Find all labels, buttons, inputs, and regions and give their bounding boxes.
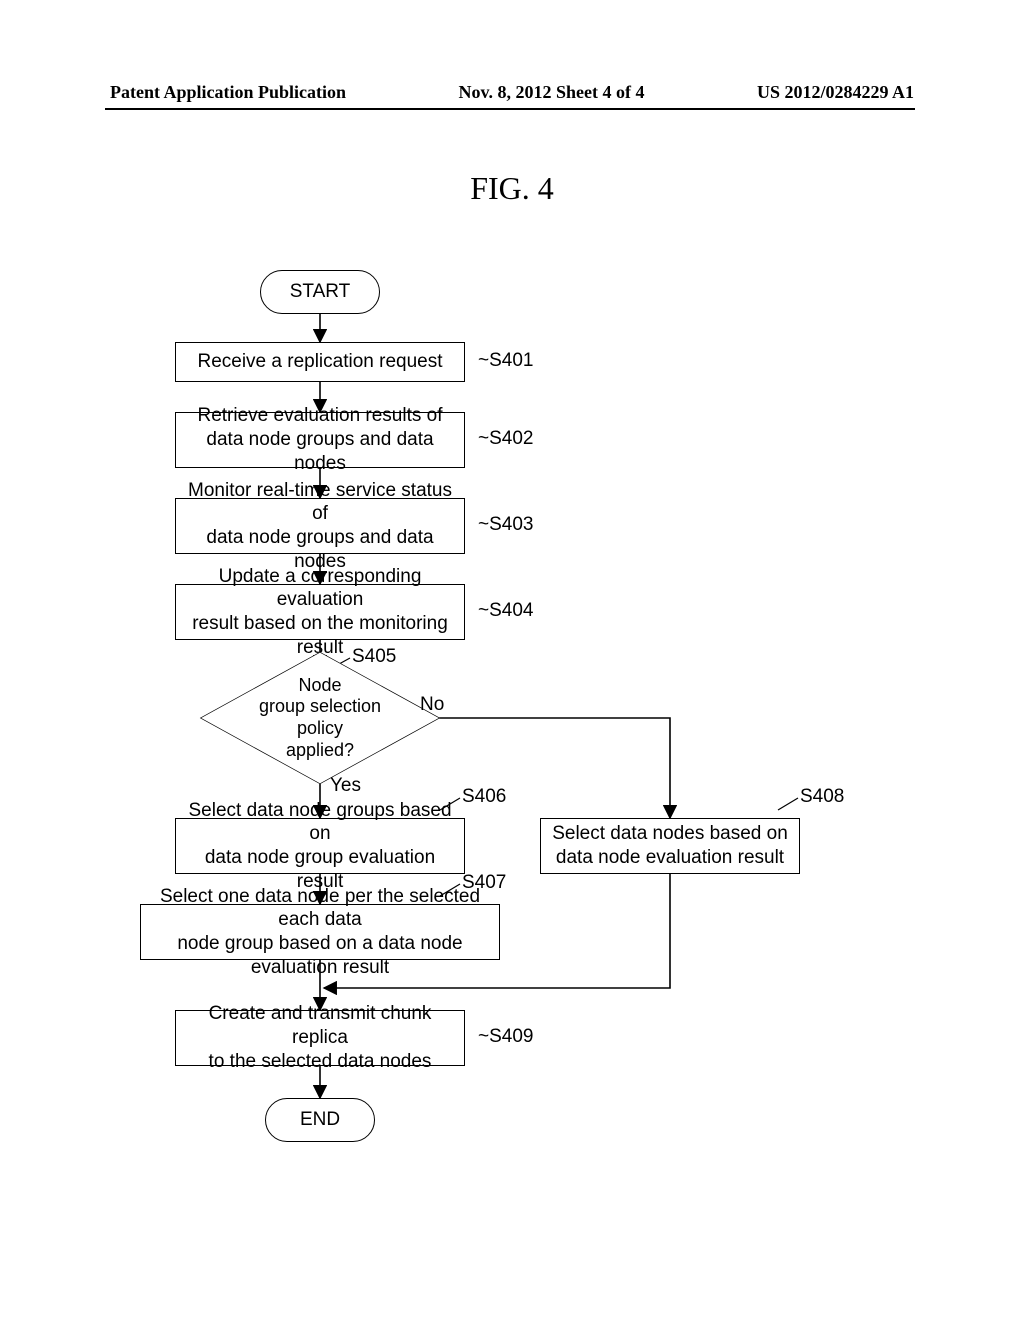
- step-s401-text: Receive a replication request: [197, 350, 442, 374]
- page-header: Patent Application Publication Nov. 8, 2…: [0, 82, 1024, 103]
- step-s401-id: ~S401: [478, 350, 533, 372]
- header-center: Nov. 8, 2012 Sheet 4 of 4: [459, 82, 645, 103]
- step-s404: Update a corresponding evaluation result…: [175, 584, 465, 640]
- step-s402-id: ~S402: [478, 428, 533, 450]
- flowchart: START Receive a replication request ~S40…: [120, 270, 910, 1230]
- decision-s405-text: Node group selection policy applied?: [235, 675, 405, 761]
- step-s402-text: Retrieve evaluation results of data node…: [182, 404, 458, 475]
- step-s403: Monitor real-time service status of data…: [175, 498, 465, 554]
- step-s408-text: Select data nodes based on data node eva…: [552, 822, 788, 870]
- end-terminator: END: [265, 1098, 375, 1142]
- step-s403-id: ~S403: [478, 514, 533, 536]
- step-s406-text: Select data node groups based on data no…: [182, 799, 458, 894]
- step-s406: Select data node groups based on data no…: [175, 818, 465, 874]
- step-s404-id: ~S404: [478, 600, 533, 622]
- branch-no: No: [420, 694, 444, 716]
- step-s409-text: Create and transmit chunk replica to the…: [182, 1002, 458, 1073]
- step-s405-id: S405: [352, 646, 396, 668]
- step-s401: Receive a replication request: [175, 342, 465, 382]
- start-label: START: [290, 281, 351, 303]
- step-s407: Select one data node per the selected ea…: [140, 904, 500, 960]
- step-s403-text: Monitor real-time service status of data…: [182, 479, 458, 574]
- step-s407-id: S407: [462, 872, 506, 894]
- decision-s405: Node group selection policy applied?: [235, 668, 405, 768]
- header-rule: [105, 108, 915, 110]
- branch-yes: Yes: [330, 775, 361, 797]
- step-s409-id: ~S409: [478, 1026, 533, 1048]
- header-left: Patent Application Publication: [110, 82, 346, 103]
- figure-label: FIG. 4: [0, 170, 1024, 207]
- end-label: END: [300, 1109, 340, 1131]
- step-s408-id: S408: [800, 786, 844, 808]
- start-terminator: START: [260, 270, 380, 314]
- header-right: US 2012/0284229 A1: [757, 82, 914, 103]
- step-s408: Select data nodes based on data node eva…: [540, 818, 800, 874]
- step-s402: Retrieve evaluation results of data node…: [175, 412, 465, 468]
- step-s406-id: S406: [462, 786, 506, 808]
- step-s407-text: Select one data node per the selected ea…: [147, 885, 493, 980]
- step-s409: Create and transmit chunk replica to the…: [175, 1010, 465, 1066]
